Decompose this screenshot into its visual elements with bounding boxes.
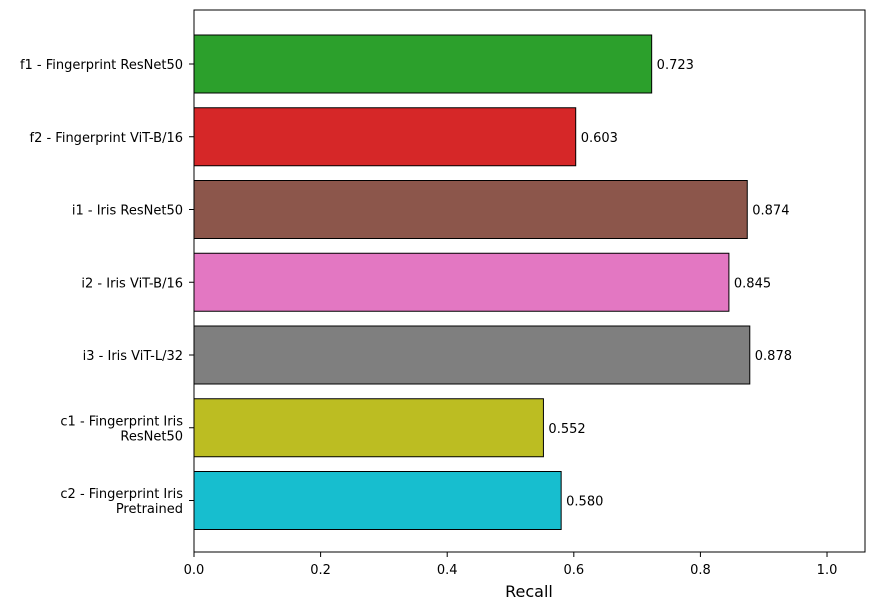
x-tick-label: 0.6 — [563, 563, 584, 578]
bars-layer: 0.723 0.603 0.874 0.845 0.878 0.552 0.580 — [193, 34, 792, 530]
bar — [193, 252, 730, 312]
x-tick-label: 0.0 — [184, 563, 205, 578]
y-tick-label: f2 - Fingerprint ViT-B/16 — [30, 131, 184, 146]
x-tick-label: 0.2 — [310, 563, 331, 578]
y-tick-label: c1 - Fingerprint Iris ResNet50 — [60, 414, 183, 444]
y-axis: f1 - Fingerprint ResNet50 f2 - Fingerprin… — [20, 58, 194, 517]
data-label: 0.552 — [548, 422, 585, 437]
plot-area-frame — [193, 9, 866, 553]
bar — [193, 107, 577, 167]
data-label: 0.845 — [734, 276, 771, 291]
data-label: 0.723 — [657, 58, 694, 73]
bar — [193, 325, 751, 385]
y-tick-label: i1 - Iris ResNet50 — [72, 204, 183, 219]
data-label: 0.878 — [755, 349, 792, 364]
bar — [193, 34, 653, 94]
y-tick-label: i3 - Iris ViT-L/32 — [83, 349, 183, 364]
x-axis: 0.0 0.2 0.4 0.6 0.8 1.0 — [184, 552, 838, 578]
bar — [193, 398, 544, 458]
x-tick-label: 1.0 — [817, 563, 838, 578]
bar — [193, 180, 748, 239]
data-label: 0.603 — [581, 131, 618, 146]
x-tick-label: 0.8 — [690, 563, 711, 578]
y-tick-label: i2 - Iris ViT-B/16 — [81, 276, 183, 291]
x-axis-label: Recall — [505, 582, 553, 601]
data-label: 0.874 — [752, 204, 789, 219]
data-label: 0.580 — [566, 495, 603, 510]
bar — [193, 471, 562, 530]
x-tick-label: 0.4 — [437, 563, 458, 578]
y-tick-label: f1 - Fingerprint ResNet50 — [20, 58, 183, 73]
y-tick-label: c2 - Fingerprint Iris Pretrained — [60, 487, 183, 517]
